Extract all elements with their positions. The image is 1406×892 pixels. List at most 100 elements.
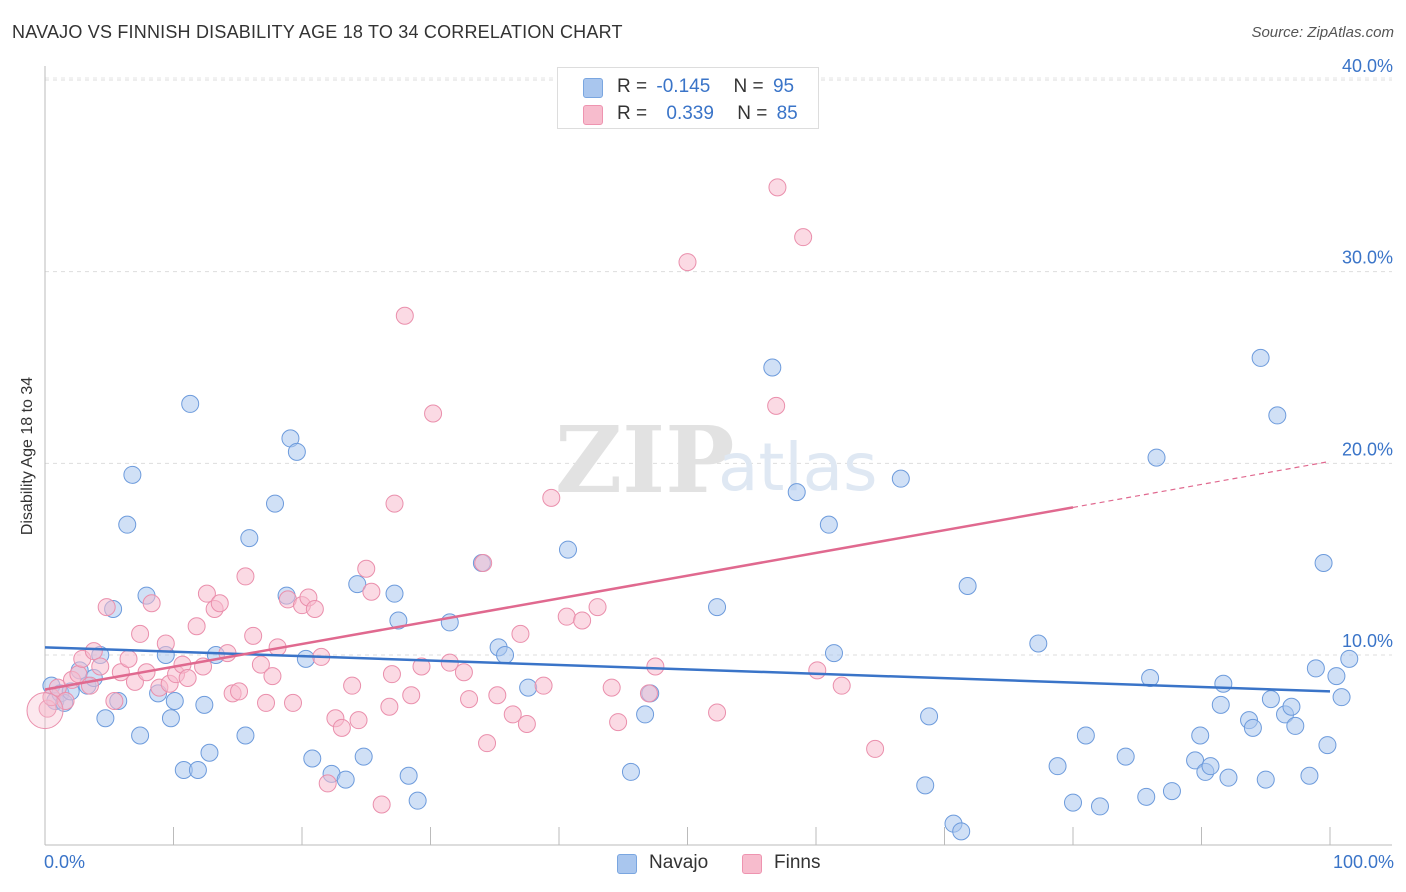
finns-point [230, 682, 249, 701]
finns-point [488, 686, 507, 705]
legend-swatch-navajo [583, 78, 603, 98]
navajo-point [1137, 787, 1156, 806]
chart-source: Source: ZipAtlas.com [1251, 24, 1394, 41]
legend-swatch-finns [583, 105, 603, 125]
finns-point [357, 559, 376, 578]
navajo-point [819, 515, 838, 534]
finns-point [105, 692, 124, 710]
navajo-point [161, 709, 180, 728]
navajo-point [1214, 674, 1233, 693]
finns-point [768, 178, 787, 197]
finns-point [257, 693, 276, 712]
finns-point [646, 657, 665, 676]
finns-point [808, 661, 827, 680]
finns-point [602, 678, 621, 697]
finns-point [318, 774, 337, 793]
navajo-point [1162, 782, 1181, 801]
finns-point [142, 594, 161, 613]
x-tick-label-max: 100.0% [1332, 852, 1394, 872]
navajo-point [287, 442, 306, 461]
legend-r-value-navajo: -0.145 [656, 76, 711, 97]
navajo-point [1332, 688, 1351, 707]
finns-point [251, 655, 270, 674]
navajo-point [1282, 697, 1301, 716]
navajo-point [389, 611, 408, 630]
navajo-point [763, 358, 782, 377]
finns-point [395, 306, 414, 325]
finns-point [263, 667, 282, 686]
navajo-point [916, 776, 935, 795]
x-tick-label-min: 0.0% [44, 852, 86, 872]
navajo-point [1147, 448, 1166, 467]
navajo-point [1268, 406, 1287, 425]
navajo-point [1306, 659, 1325, 678]
finns-trend-extension [1072, 460, 1331, 509]
finns-point [91, 657, 110, 676]
finns-point [284, 693, 303, 712]
navajo-point [296, 649, 315, 668]
finns-point [402, 686, 421, 705]
legend-r-value-finns: 0.339 [666, 103, 714, 124]
finns-point [362, 582, 381, 601]
finns-point [380, 697, 399, 716]
finns-point [332, 718, 351, 737]
navajo-point [131, 726, 150, 745]
navajo-point [1090, 797, 1109, 816]
navajo-point [200, 743, 219, 762]
navajo-point [354, 747, 373, 766]
navajo-point [1219, 768, 1238, 787]
navajo-point [1243, 718, 1262, 737]
navajo-point [118, 515, 137, 534]
watermark-zip: ZIP [555, 406, 734, 514]
finns-point [385, 494, 404, 513]
legend-label-navajo: Navajo [649, 852, 709, 873]
navajo-point [958, 577, 977, 595]
legend-stats-box: R = -0.145 N = 95 R = 0.339 N = 85 [557, 67, 819, 129]
navajo-point [891, 469, 910, 488]
finns-point [454, 663, 473, 682]
finns-point [343, 676, 362, 695]
navajo-point [1116, 747, 1135, 766]
finns-point [573, 611, 592, 630]
finns-point [372, 795, 391, 814]
finns-point [511, 624, 530, 643]
finns-point [236, 567, 255, 586]
navajo-point [1048, 757, 1067, 776]
chart-title: NAVAJO VS FINNISH DISABILITY AGE 18 TO 3… [12, 22, 623, 42]
navajo-point [1327, 667, 1346, 686]
navajo-point [1314, 554, 1333, 572]
finns-point [412, 657, 431, 676]
finns-point [588, 598, 607, 617]
finns-point [156, 634, 175, 653]
navajo-point [824, 644, 843, 663]
finns-point [56, 692, 75, 710]
finns-point [197, 584, 216, 603]
navajo-point [558, 540, 577, 559]
legend-swatch-finns [742, 854, 762, 874]
finns-point [866, 739, 885, 758]
finns-point [131, 624, 150, 643]
navajo-point [621, 762, 640, 781]
finns-point [119, 649, 138, 668]
navajo-point [1141, 669, 1160, 687]
navajo-point [385, 584, 404, 603]
finns-point [424, 404, 443, 423]
navajo-point [348, 575, 367, 594]
navajo-point [181, 394, 200, 413]
navajo-point [195, 695, 214, 714]
finns-point [187, 617, 206, 636]
navajo-point [636, 705, 655, 724]
finns-point [382, 665, 401, 684]
navajo-point [1076, 726, 1095, 745]
finns-point [349, 711, 368, 730]
legend-label-finns: Finns [774, 852, 821, 873]
finns-point [503, 705, 522, 724]
navajo-point [1064, 793, 1082, 812]
finns-point [794, 228, 813, 247]
finns-point [517, 715, 536, 733]
legend-n-label: N = [733, 76, 764, 97]
finns-point [609, 713, 628, 732]
navajo-point [1300, 766, 1319, 785]
finns-point [97, 598, 116, 617]
